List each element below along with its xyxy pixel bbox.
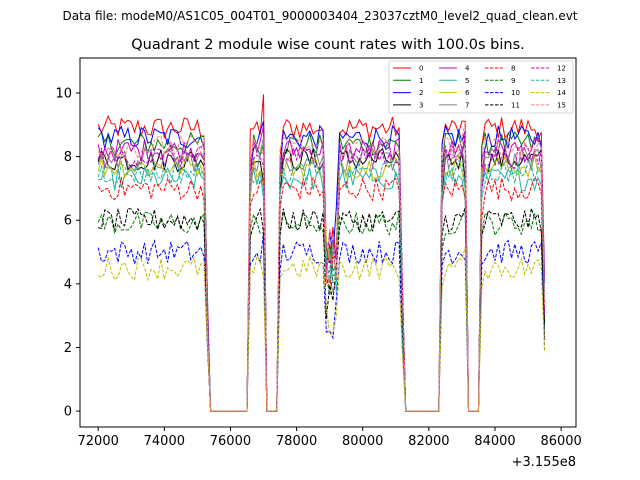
x-offset-label: +3.155e8 — [512, 455, 576, 470]
y-tick-label: 4 — [64, 277, 72, 292]
legend-label-15: 15 — [557, 101, 566, 109]
legend-label-11: 11 — [511, 101, 520, 109]
x-tick-label: 74000 — [144, 434, 185, 449]
axes-frame — [79, 57, 577, 428]
legend-label-3: 3 — [419, 101, 423, 109]
series-layer — [97, 94, 546, 412]
x-axis: 72000 74000 76000 78000 80000 82000 84000 86000 — [78, 427, 582, 449]
legend-label-12: 12 — [557, 65, 566, 73]
legend-label-14: 14 — [557, 89, 566, 97]
series-line-11 — [98, 207, 546, 412]
x-tick-label: 86000 — [540, 434, 581, 449]
y-tick-label: 0 — [64, 405, 72, 420]
x-tick-label: 72000 — [78, 434, 119, 449]
plot-area: 72000 74000 76000 78000 80000 82000 84000 86000… — [55, 57, 582, 470]
x-tick-label: 82000 — [408, 434, 449, 449]
legend-label-6: 6 — [465, 89, 470, 97]
legend-label-4: 4 — [465, 65, 470, 73]
y-tick-label: 2 — [64, 341, 72, 356]
x-tick-label: 80000 — [342, 434, 383, 449]
legend-label-2: 2 — [419, 89, 423, 97]
series-line-13 — [97, 159, 546, 412]
legend-label-0: 0 — [419, 65, 423, 73]
legend-label-10: 10 — [511, 89, 520, 97]
x-tick-label: 84000 — [474, 434, 515, 449]
legend-label-8: 8 — [511, 65, 515, 73]
legend-label-5: 5 — [465, 77, 469, 85]
y-axis: 0 2 4 6 8 10 — [55, 86, 80, 420]
chart-title: Quadrant 2 module wise count rates with … — [131, 37, 525, 53]
y-tick-label: 10 — [55, 86, 72, 101]
legend-label-1: 1 — [419, 77, 423, 85]
x-tick-label: 76000 — [210, 434, 251, 449]
x-tick-label: 78000 — [276, 434, 317, 449]
series-line-15 — [97, 121, 546, 412]
y-tick-label: 8 — [64, 150, 72, 165]
suptitle: Data file: modeM0/AS1C05_004T01_90000034… — [62, 9, 577, 23]
y-tick-label: 6 — [64, 214, 72, 229]
legend-label-13: 13 — [557, 77, 566, 85]
legend-box — [388, 60, 574, 114]
legend-label-7: 7 — [465, 101, 469, 109]
legend-label-9: 9 — [511, 77, 515, 85]
